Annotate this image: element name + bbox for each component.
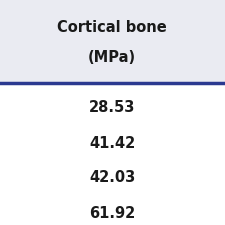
Text: 28.53: 28.53 — [89, 101, 135, 115]
Text: (MPa): (MPa) — [88, 50, 136, 65]
Text: 61.92: 61.92 — [89, 205, 135, 220]
Bar — [0, 0, 225, 82]
Text: Cortical bone: Cortical bone — [57, 20, 167, 36]
Text: 41.42: 41.42 — [89, 135, 135, 151]
Text: 42.03: 42.03 — [89, 171, 135, 185]
